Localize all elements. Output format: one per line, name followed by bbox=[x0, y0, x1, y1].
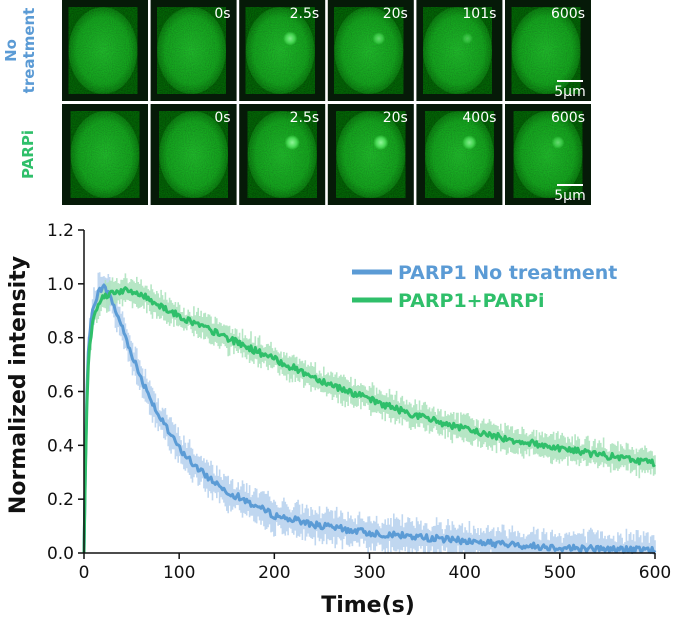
damage-spot bbox=[372, 32, 386, 45]
micrograph-frame: 2.5s bbox=[239, 0, 326, 101]
legend-label: PARP1 No treatment bbox=[398, 262, 617, 284]
frame-time-label: 600s bbox=[551, 110, 585, 126]
x-tick-label: 0 bbox=[79, 563, 90, 583]
y-tick-label: 0.8 bbox=[47, 329, 74, 349]
frame-time-label: 0s bbox=[214, 110, 230, 126]
y-tick-label: 0.2 bbox=[47, 490, 74, 510]
micrograph-frame bbox=[62, 104, 148, 205]
legend-label: PARP1+PARPi bbox=[398, 290, 545, 312]
micrograph-frame: 20s bbox=[327, 104, 414, 205]
x-tick-label: 200 bbox=[258, 563, 290, 583]
x-tick-label: 400 bbox=[448, 563, 480, 583]
micrograph-panel: Notreatment 0s 2.5s 20s 101s 600s 5µm PARPi 0s 2.… bbox=[2, 0, 591, 205]
scale-bar-label: 5µm bbox=[554, 84, 585, 100]
x-tick-label: 500 bbox=[544, 563, 576, 583]
micrograph-row-label: Notreatment bbox=[2, 8, 38, 94]
scale-bar-label: 5µm bbox=[554, 188, 585, 204]
micrograph-row-label-line: No bbox=[2, 39, 20, 62]
micrograph-frame: 400s bbox=[416, 104, 503, 205]
frame-time-label: 2.5s bbox=[290, 110, 320, 126]
micrograph-frame bbox=[62, 0, 148, 101]
x-tick-label: 300 bbox=[353, 563, 385, 583]
frame-time-label: 0s bbox=[214, 6, 230, 22]
legend: PARP1 No treatment PARP1+PARPi bbox=[352, 262, 617, 312]
series-line bbox=[82, 283, 657, 555]
y-tick-label: 1.2 bbox=[47, 221, 74, 241]
frame-time-label: 600s bbox=[551, 6, 585, 22]
damage-spot bbox=[551, 136, 565, 149]
y-tick-label: 0.4 bbox=[47, 436, 74, 456]
y-axis-title: Normalized intensity bbox=[6, 256, 31, 514]
x-tick-label: 600 bbox=[639, 563, 671, 583]
micrograph-frame: 0s bbox=[150, 0, 237, 101]
x-tick-label: 100 bbox=[163, 563, 195, 583]
damage-spot bbox=[284, 134, 300, 151]
frame-time-label: 2.5s bbox=[290, 6, 320, 22]
micrograph-frame: 0s bbox=[150, 104, 237, 205]
frame-time-label: 400s bbox=[462, 110, 496, 126]
y-tick-label: 1.0 bbox=[47, 275, 74, 295]
intensity-chart: 0 100 200 300 400 500 600 0.0 0.2 0.4 0.6 0.8 1.0 1.… bbox=[6, 221, 671, 618]
frame-time-label: 20s bbox=[383, 110, 408, 126]
micrograph-frame: 101s bbox=[416, 0, 503, 101]
micrograph-frame: 600s 5µm bbox=[505, 104, 591, 205]
damage-spot bbox=[283, 31, 298, 46]
frame-time-label: 101s bbox=[462, 6, 496, 22]
micrograph-row-label-line: PARPi bbox=[19, 130, 37, 179]
micrograph-frame: 2.5s bbox=[239, 104, 326, 205]
micrograph-frame: 600s 5µm bbox=[505, 0, 591, 101]
series-line bbox=[82, 286, 656, 554]
micrograph-frame: 20s bbox=[327, 0, 414, 101]
damage-spot bbox=[462, 135, 477, 150]
damage-spot bbox=[373, 134, 389, 151]
micrograph-row-label-line: treatment bbox=[20, 8, 38, 94]
micrograph-row-label: PARPi bbox=[19, 130, 37, 179]
error-band bbox=[87, 273, 656, 479]
y-tick-label: 0.6 bbox=[47, 383, 74, 403]
x-axis-title: Time(s) bbox=[321, 593, 415, 618]
frame-time-label: 20s bbox=[383, 6, 408, 22]
y-tick-label: 0.0 bbox=[47, 544, 74, 564]
damage-spot bbox=[461, 32, 473, 45]
